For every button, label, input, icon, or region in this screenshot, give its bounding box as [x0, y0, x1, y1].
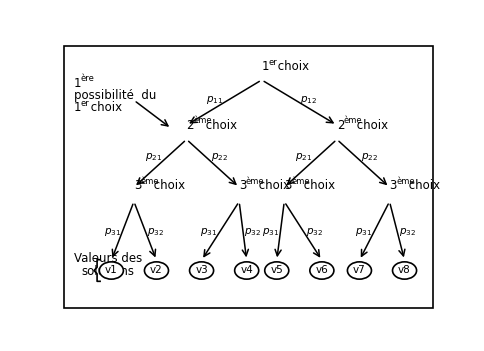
- Text: ème: ème: [193, 116, 212, 125]
- Text: choix: choix: [300, 179, 334, 192]
- Text: 1: 1: [74, 77, 81, 90]
- Text: ème: ème: [140, 177, 159, 186]
- Text: 3: 3: [134, 179, 141, 192]
- Text: 3: 3: [389, 179, 396, 192]
- Text: possibilité  du: possibilité du: [74, 89, 156, 102]
- Text: 1: 1: [74, 101, 81, 114]
- Text: 2: 2: [186, 119, 194, 132]
- Text: choix: choix: [274, 60, 309, 73]
- Text: v6: v6: [315, 265, 328, 276]
- Text: ème: ème: [395, 177, 414, 186]
- Text: $p_{31}$: $p_{31}$: [354, 226, 371, 238]
- Text: choix: choix: [150, 179, 184, 192]
- Text: $p_{31}$: $p_{31}$: [200, 226, 217, 238]
- Circle shape: [234, 262, 258, 279]
- Text: er: er: [268, 58, 277, 67]
- Circle shape: [347, 262, 371, 279]
- Text: choix: choix: [352, 119, 387, 132]
- Text: 3: 3: [284, 179, 291, 192]
- Circle shape: [99, 262, 123, 279]
- Text: 1: 1: [261, 60, 269, 73]
- Text: Valeurs des: Valeurs des: [74, 252, 142, 265]
- Text: $p_{22}$: $p_{22}$: [211, 151, 227, 163]
- Text: solutions: solutions: [81, 265, 134, 278]
- Text: $p_{11}$: $p_{11}$: [206, 94, 223, 106]
- Circle shape: [392, 262, 416, 279]
- Text: $p_{21}$: $p_{21}$: [145, 151, 162, 163]
- Circle shape: [309, 262, 333, 279]
- Text: v4: v4: [240, 265, 253, 276]
- Text: $p_{32}$: $p_{32}$: [305, 226, 322, 238]
- Circle shape: [264, 262, 288, 279]
- Text: $p_{32}$: $p_{32}$: [147, 226, 164, 238]
- Text: $p_{21}$: $p_{21}$: [295, 151, 312, 163]
- Text: 2: 2: [336, 119, 344, 132]
- Text: ème: ème: [290, 177, 309, 186]
- Text: $p_{22}$: $p_{22}$: [361, 151, 378, 163]
- Text: choix: choix: [255, 179, 289, 192]
- Text: choix: choix: [202, 119, 237, 132]
- Text: ème: ème: [245, 177, 264, 186]
- Text: er: er: [80, 99, 89, 108]
- Text: $p_{12}$: $p_{12}$: [300, 94, 317, 106]
- Text: choix: choix: [405, 179, 439, 192]
- Text: $p_{32}$: $p_{32}$: [398, 226, 415, 238]
- Text: ère: ère: [80, 74, 94, 83]
- Text: ème: ème: [343, 116, 362, 125]
- Text: v2: v2: [150, 265, 163, 276]
- Text: v5: v5: [270, 265, 283, 276]
- Text: v3: v3: [195, 265, 208, 276]
- Text: $p_{32}$: $p_{32}$: [243, 226, 261, 238]
- Text: v8: v8: [397, 265, 410, 276]
- Text: choix: choix: [87, 101, 122, 114]
- Text: $p_{31}$: $p_{31}$: [103, 226, 121, 238]
- Text: $p_{31}$: $p_{31}$: [261, 226, 279, 238]
- Text: 3: 3: [239, 179, 246, 192]
- Circle shape: [144, 262, 168, 279]
- Text: v7: v7: [352, 265, 365, 276]
- Text: v1: v1: [105, 265, 118, 276]
- Circle shape: [189, 262, 213, 279]
